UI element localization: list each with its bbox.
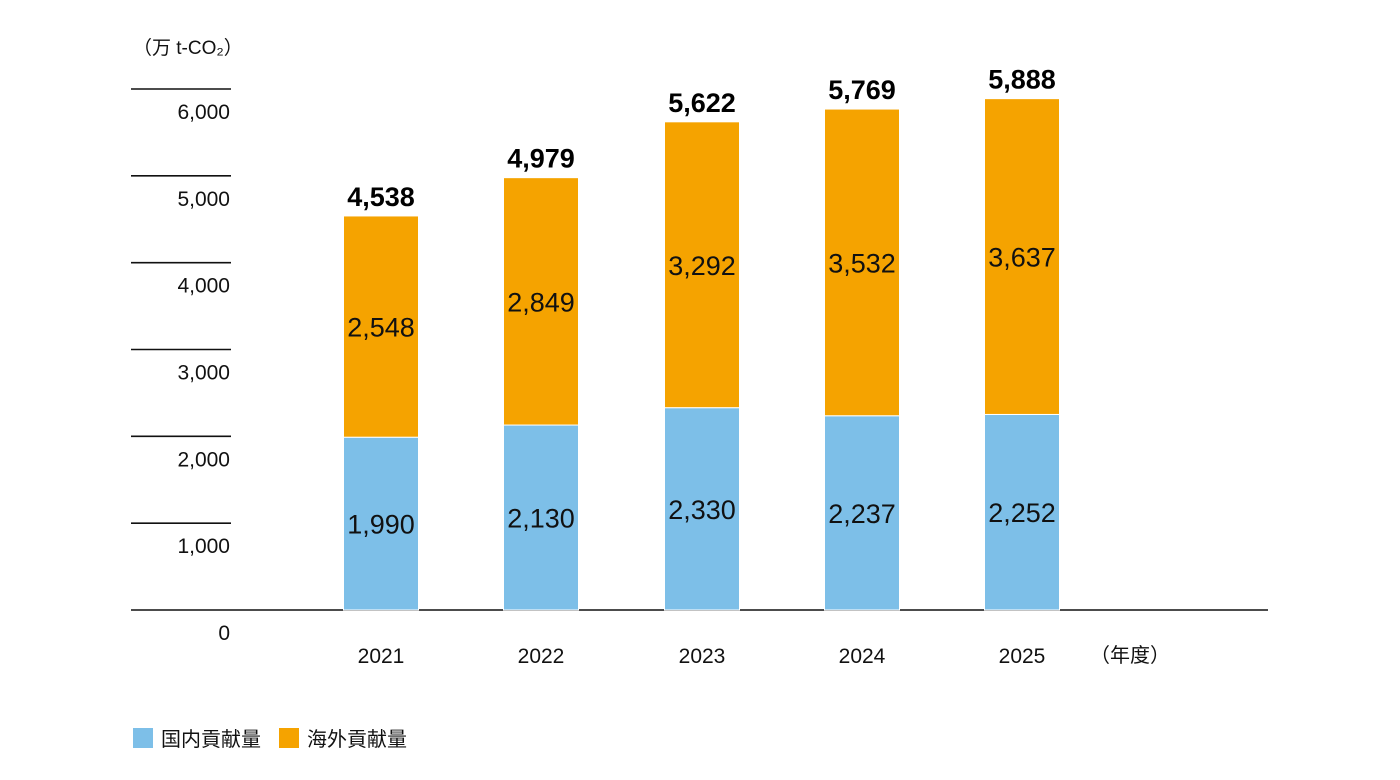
bar-segment-overseas	[984, 98, 1060, 415]
data-label-domestic: 2,237	[828, 499, 896, 529]
legend-label-domestic: 国内貢献量	[161, 729, 261, 751]
bar-segment-domestic	[984, 413, 1060, 611]
data-label-overseas: 3,532	[828, 248, 896, 278]
x-tick-label: 2022	[518, 645, 565, 668]
bar-segment-domestic	[343, 436, 419, 611]
y-tick-label: 4,000	[177, 275, 230, 298]
data-label-total: 4,538	[347, 182, 415, 212]
y-tick-label: 3,000	[177, 362, 230, 385]
legend-item-overseas: 海外貢献量	[279, 723, 407, 752]
bar-segment-domestic	[503, 424, 579, 611]
x-tick-label: 2023	[679, 645, 726, 668]
data-label-overseas: 3,292	[668, 251, 736, 281]
y-tick-labels: 0 1,000 2,000 3,000 4,000 5,000 6,000	[177, 101, 230, 645]
bar-segment-overseas	[824, 108, 900, 417]
data-label-total: 5,622	[668, 88, 736, 118]
y-tick-label: 2,000	[177, 448, 230, 471]
bars: 1,990 2,548 4,538 2,130 2,849 4,979 2,330 3,292…	[343, 65, 1060, 611]
data-label-total: 5,888	[988, 65, 1056, 95]
legend: 国内貢献量 海外貢献量	[133, 723, 407, 752]
legend-swatch-domestic	[133, 727, 153, 748]
bar-segment-overseas	[503, 177, 579, 426]
stacked-bar-chart: （万 t-CO₂） 0 1,000 2,000 3,000 4,000 5,000 6,00…	[131, 37, 1268, 668]
x-tick-labels: 2021 2022 2023 2024 2025	[358, 645, 1046, 668]
bar-segment-overseas	[343, 215, 419, 438]
x-tick-label: 2025	[999, 645, 1046, 668]
y-tick-label: 1,000	[177, 535, 230, 558]
bar-segment-domestic	[824, 415, 900, 611]
data-label-overseas: 2,548	[347, 313, 415, 343]
x-tick-label: 2021	[358, 645, 405, 668]
data-label-overseas: 3,637	[988, 243, 1056, 273]
y-tick-label: 6,000	[177, 101, 230, 124]
data-label-total: 4,979	[507, 144, 575, 174]
bar-segment-overseas	[664, 121, 740, 409]
legend-swatch-overseas	[279, 727, 299, 748]
data-label-domestic: 2,252	[988, 498, 1056, 528]
data-label-overseas: 2,849	[507, 287, 575, 317]
data-label-domestic: 2,130	[507, 504, 575, 534]
legend-item-domestic: 国内貢献量	[133, 723, 261, 752]
x-tick-label: 2024	[839, 645, 886, 668]
y-tick-label: 0	[218, 622, 230, 645]
data-label-domestic: 2,330	[668, 495, 736, 525]
legend-label-overseas: 海外貢献量	[307, 729, 407, 751]
data-label-domestic: 1,990	[347, 510, 415, 540]
x-axis-unit-label: （年度）	[1090, 644, 1170, 667]
data-label-total: 5,769	[828, 75, 896, 105]
y-tick-label: 5,000	[177, 188, 230, 211]
y-axis-unit-label: （万 t-CO₂）	[133, 37, 243, 59]
bar-segment-domestic	[664, 407, 740, 611]
